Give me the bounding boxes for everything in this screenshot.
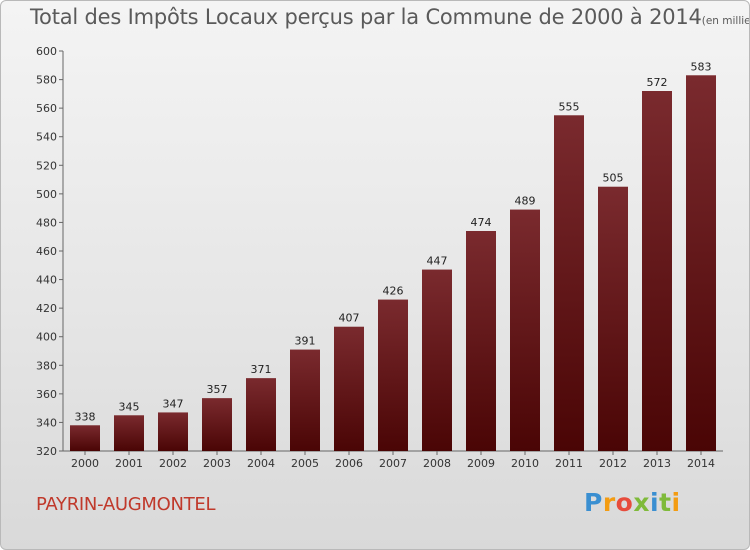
bar-value-label: 345 [119,400,140,413]
bar [598,186,628,451]
bar [334,326,364,451]
bar [510,209,540,451]
chart-bars [70,75,716,452]
x-tick-label: 2010 [511,457,539,470]
y-tick-label: 420 [36,302,57,315]
y-tick-label: 320 [36,445,57,458]
chart-data-labels: 338 345 347 357 371 391 407 426 447 474 489 555 505 5… [75,60,712,423]
bar [158,412,188,451]
y-tick-label: 500 [36,188,57,201]
bar [466,231,496,451]
bar-value-label: 338 [75,410,96,423]
bar-value-label: 426 [383,285,404,298]
y-tick-label: 380 [36,359,57,372]
bar [686,75,716,452]
logo-letter: x [633,488,650,517]
x-tick-label: 2001 [115,457,143,470]
bar-value-label: 347 [163,397,184,410]
y-tick-label: 360 [36,388,57,401]
chart-title: Total des Impôts Locaux perçus par la Co… [30,5,750,29]
bar-value-label: 583 [691,60,712,73]
bar [202,398,232,451]
logo-letter: o [615,488,634,517]
bar [290,349,320,451]
logo-letter: i [671,488,681,517]
bar-value-label: 371 [251,363,272,376]
y-tick-label: 520 [36,159,57,172]
bar-value-label: 474 [471,216,492,229]
bar-value-label: 505 [603,172,624,185]
y-tick-label: 560 [36,102,57,115]
x-tick-label: 2005 [291,457,319,470]
bar-value-label: 407 [339,312,360,325]
y-tick-label: 440 [36,274,57,287]
bar [554,115,584,452]
proxiti-logo: Proxiti [584,488,681,517]
y-tick-label: 600 [36,45,57,58]
x-tick-label: 2002 [159,457,187,470]
x-tick-label: 2008 [423,457,451,470]
bar [422,269,452,451]
bar [114,415,144,451]
x-tick-label: 2009 [467,457,495,470]
x-tick-label: 2007 [379,457,407,470]
bar [70,425,100,451]
chart-title-text: Total des Impôts Locaux perçus par la Co… [30,5,702,29]
bar [642,91,672,451]
bar-value-label: 489 [515,195,536,208]
logo-letter: i [650,488,660,517]
logo-letter: t [659,488,672,517]
bar-value-label: 447 [427,255,448,268]
logo-letter: P [584,488,603,517]
bar [246,378,276,451]
x-tick-label: 2000 [71,457,99,470]
y-tick-label: 480 [36,216,57,229]
bar-value-label: 572 [647,76,668,89]
x-tick-label: 2014 [687,457,715,470]
y-tick-label: 540 [36,131,57,144]
bar-value-label: 391 [295,335,316,348]
logo-letter: r [602,488,616,517]
bar [378,299,408,451]
bar-value-label: 357 [207,383,228,396]
y-tick-label: 340 [36,416,57,429]
bar-value-label: 555 [559,100,580,113]
x-tick-label: 2012 [599,457,627,470]
x-tick-label: 2013 [643,457,671,470]
x-tick-label: 2004 [247,457,275,470]
chart-axes: 320 340 360 380 400 420 440 460 480 500 520 540 560 5… [36,45,723,470]
x-tick-label: 2003 [203,457,231,470]
y-tick-label: 400 [36,331,57,344]
y-tick-label: 580 [36,74,57,87]
y-tick-label: 460 [36,245,57,258]
unit-label: (en milliers d'€) [701,15,750,27]
x-tick-label: 2011 [555,457,583,470]
commune-name: PAYRIN-AUGMONTEL [36,494,216,515]
x-tick-label: 2006 [335,457,363,470]
